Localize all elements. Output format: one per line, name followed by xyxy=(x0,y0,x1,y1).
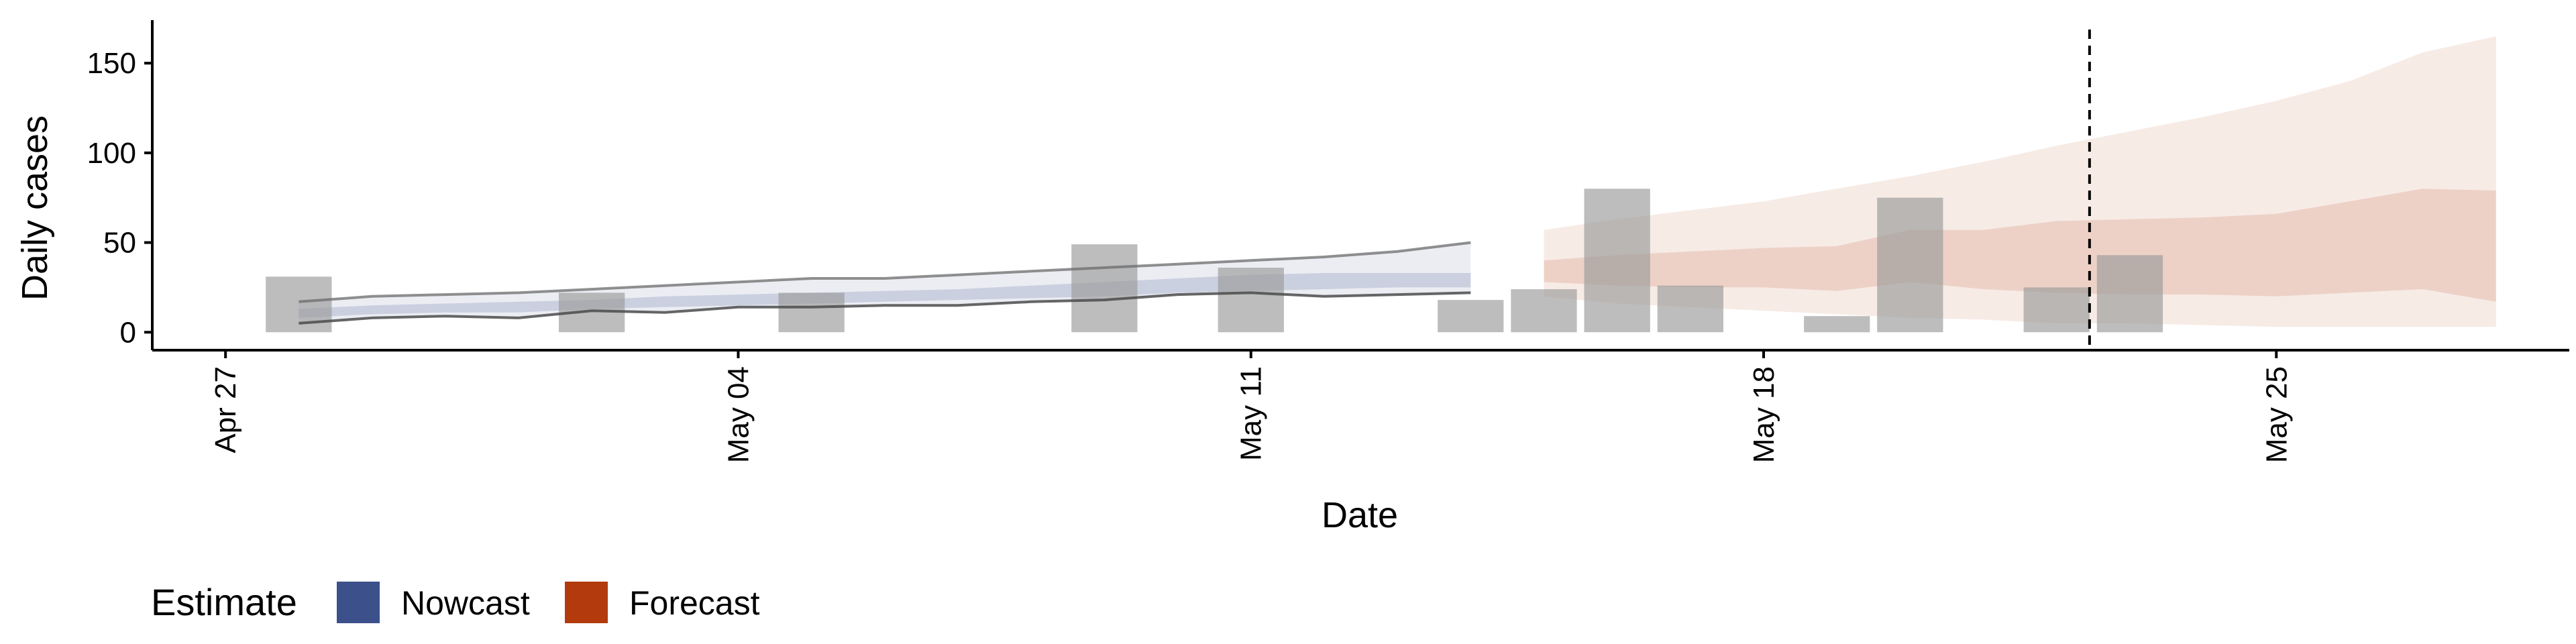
legend-swatch-nowcast xyxy=(337,582,380,623)
case-bar xyxy=(1804,316,1870,333)
legend-title: Estimate xyxy=(151,581,297,623)
case-bar xyxy=(1071,244,1138,333)
x-tick-label: Apr 27 xyxy=(209,366,242,453)
forecast-band-90 xyxy=(1544,36,2496,327)
y-tick-label: 150 xyxy=(87,47,136,80)
x-tick-label: May 11 xyxy=(1235,366,1268,461)
case-bar xyxy=(1877,197,1943,333)
legend: Estimate Nowcast Forecast xyxy=(151,581,760,623)
y-axis-title: Daily cases xyxy=(15,115,55,301)
case-bar xyxy=(1511,289,1577,333)
y-axis-ticks: 0 50 100 150 xyxy=(87,47,152,349)
case-bar xyxy=(2096,255,2163,333)
y-tick-label: 0 xyxy=(120,316,136,349)
reported-case-bars xyxy=(266,189,2163,333)
y-tick-label: 50 xyxy=(103,227,136,260)
x-tick-label: May 04 xyxy=(722,366,755,463)
x-tick-label: May 25 xyxy=(2260,366,2293,463)
case-bar xyxy=(1438,300,1504,333)
legend-label-nowcast: Nowcast xyxy=(401,584,530,622)
nowcast-upper-line xyxy=(299,241,1471,303)
legend-swatch-forecast xyxy=(565,582,608,623)
nowcast-lower-line xyxy=(299,291,1471,325)
case-bar xyxy=(266,276,332,333)
case-bar xyxy=(1584,189,1650,333)
legend-label-forecast: Forecast xyxy=(629,584,760,622)
case-bar xyxy=(778,292,845,333)
x-tick-label: May 18 xyxy=(1748,366,1780,463)
y-tick-label: 100 xyxy=(87,137,136,170)
case-bar xyxy=(1218,268,1284,333)
x-axis-title: Date xyxy=(1322,495,1398,535)
interval-lines xyxy=(299,241,1471,325)
case-bar xyxy=(2023,287,2090,333)
x-axis-ticks: Apr 27 May 04 May 11 May 18 May 25 xyxy=(209,350,2293,463)
case-bar xyxy=(1657,285,1723,333)
uncertainty-bands xyxy=(299,36,2496,327)
forecast-band-50 xyxy=(1544,189,2496,302)
